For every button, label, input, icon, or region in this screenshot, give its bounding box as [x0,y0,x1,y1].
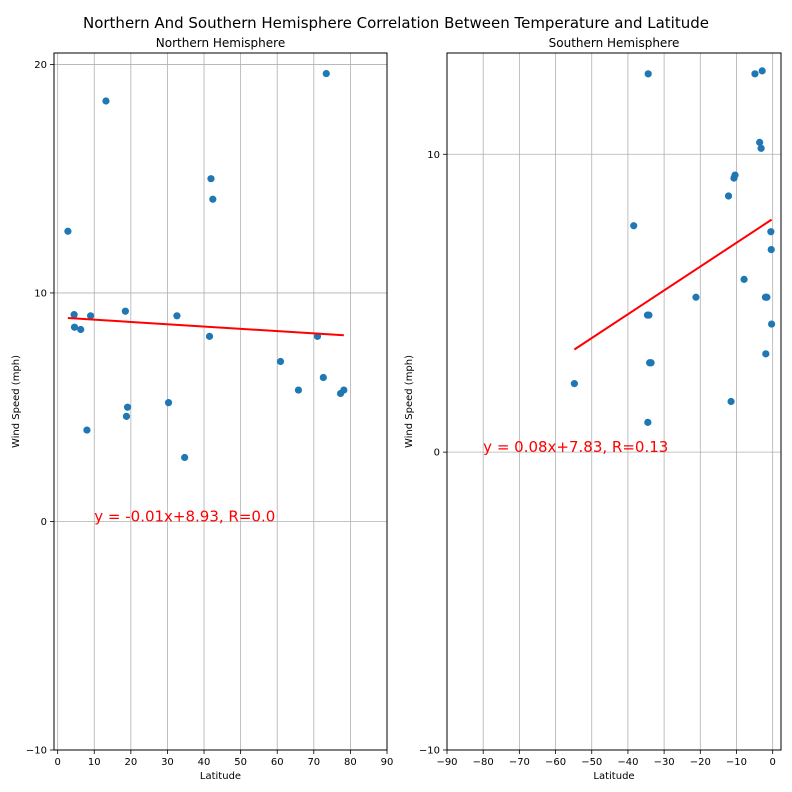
northern-scatter-point [86,312,95,320]
southern-x-tick-label: −80 [473,757,494,768]
northern-scatter-point [70,311,78,319]
southern-scatter-point [758,67,766,75]
southern-scatter-point [740,275,748,283]
northern-hemisphere-chart: 0 10 20 30 40 50 60 70 80 90 −10 0 10 20 y = -0.01x+8… [11,36,393,782]
southern-scatter-point [630,222,638,230]
northern-axes-frame [53,52,388,751]
southern-scatter-point [644,70,652,78]
northern-scatter-point [64,227,72,235]
southern-x-tick-label: 0 [769,757,775,768]
southern-y-tick-label: 0 [434,448,440,459]
southern-scatter-point [767,228,775,236]
southern-y-tick-label: −10 [419,746,440,757]
southern-hemisphere-chart: −90 −80 −70 −60 −50 −40 −30 −20 −10 0 −10 0 10 y = 0… [404,36,782,782]
northern-chart-title: Northern Hemisphere [156,36,285,50]
northern-scatter-point [173,312,181,320]
northern-scatter-point [123,403,132,411]
northern-scatter-point [70,323,79,331]
southern-x-tick-label: −50 [581,757,602,768]
northern-x-tick-label: 20 [124,757,137,768]
northern-x-tick-label: 90 [381,757,394,768]
southern-x-tick-label: −70 [509,757,530,768]
northern-x-tick-label: 10 [88,757,101,768]
northern-x-tick-label: 30 [161,757,174,768]
southern-regression-equation: y = 0.08x+7.83, R=0.13 [483,438,668,456]
northern-scatter-point [340,386,348,394]
southern-scatter-point [762,350,770,358]
southern-x-tick-label: −60 [545,757,566,768]
southern-scatter-point [570,380,578,388]
northern-regression-line [67,317,344,337]
northern-scatter-point [319,373,327,382]
northern-scatter-point [181,453,189,462]
southern-scatter-point [645,311,653,319]
southern-scatter-points [570,67,776,426]
northern-x-tick-label: 60 [271,757,284,768]
northern-x-tick-label: 40 [198,757,211,768]
northern-scatter-point [102,97,110,105]
northern-y-tick-label: 0 [41,517,47,528]
southern-scatter-point [763,293,771,301]
southern-regression-line [573,218,773,351]
southern-scatter-point [724,192,733,200]
southern-scatter-point [751,70,759,78]
southern-x-tick-label: −40 [617,757,638,768]
northern-scatter-point [205,332,214,340]
northern-regression-equation: y = -0.01x+8.93, R=0.0 [94,507,275,525]
northern-ticks: 0 10 20 30 40 50 60 70 80 90 −10 0 10 20 [26,60,393,768]
figure-title: Northern And Southern Hemisphere Correla… [83,14,709,32]
northern-scatter-point [122,412,131,420]
northern-x-tick-label: 50 [234,757,247,768]
southern-scatter-point [767,320,776,328]
southern-y-axis-label: Wind Speed (mph) [404,355,415,448]
northern-scatter-point [209,195,217,203]
southern-y-tick-label: 10 [427,150,440,161]
southern-scatter-point [647,359,655,367]
northern-scatter-point [276,357,285,366]
southern-scatter-point [731,171,739,179]
northern-scatter-point [83,426,91,434]
northern-scatter-point [164,399,173,407]
northern-y-axis-label: Wind Speed (mph) [11,355,22,448]
southern-scatter-point [756,138,764,146]
northern-x-tick-label: 0 [54,757,60,768]
northern-scatter-point [322,69,330,78]
southern-chart-title: Southern Hemisphere [549,36,680,50]
northern-scatter-point [121,307,129,315]
northern-y-tick-label: −10 [26,746,47,757]
southern-axes-frame [446,52,782,751]
northern-scatter-points [64,69,348,462]
northern-scatter-point [207,175,215,183]
southern-scatter-point [767,245,775,254]
northern-x-tick-label: 70 [307,757,320,768]
northern-x-axis-label: Latitude [200,771,241,782]
northern-y-tick-label: 20 [34,60,47,71]
southern-x-tick-label: −30 [654,757,675,768]
southern-scatter-point [727,397,735,406]
northern-x-tick-label: 80 [344,757,357,768]
southern-ticks: −90 −80 −70 −60 −50 −40 −30 −20 −10 0 −10 0 10 [419,150,776,768]
northern-y-tick-label: 10 [34,288,47,299]
southern-x-tick-label: −10 [726,757,747,768]
southern-x-tick-label: −90 [436,757,457,768]
southern-x-axis-label: Latitude [593,771,634,782]
southern-scatter-point [644,418,652,426]
northern-scatter-point [294,386,303,394]
southern-scatter-point [692,293,700,301]
southern-x-tick-label: −20 [690,757,711,768]
southern-scatter-point [757,144,765,152]
northern-scatter-point [77,325,85,334]
